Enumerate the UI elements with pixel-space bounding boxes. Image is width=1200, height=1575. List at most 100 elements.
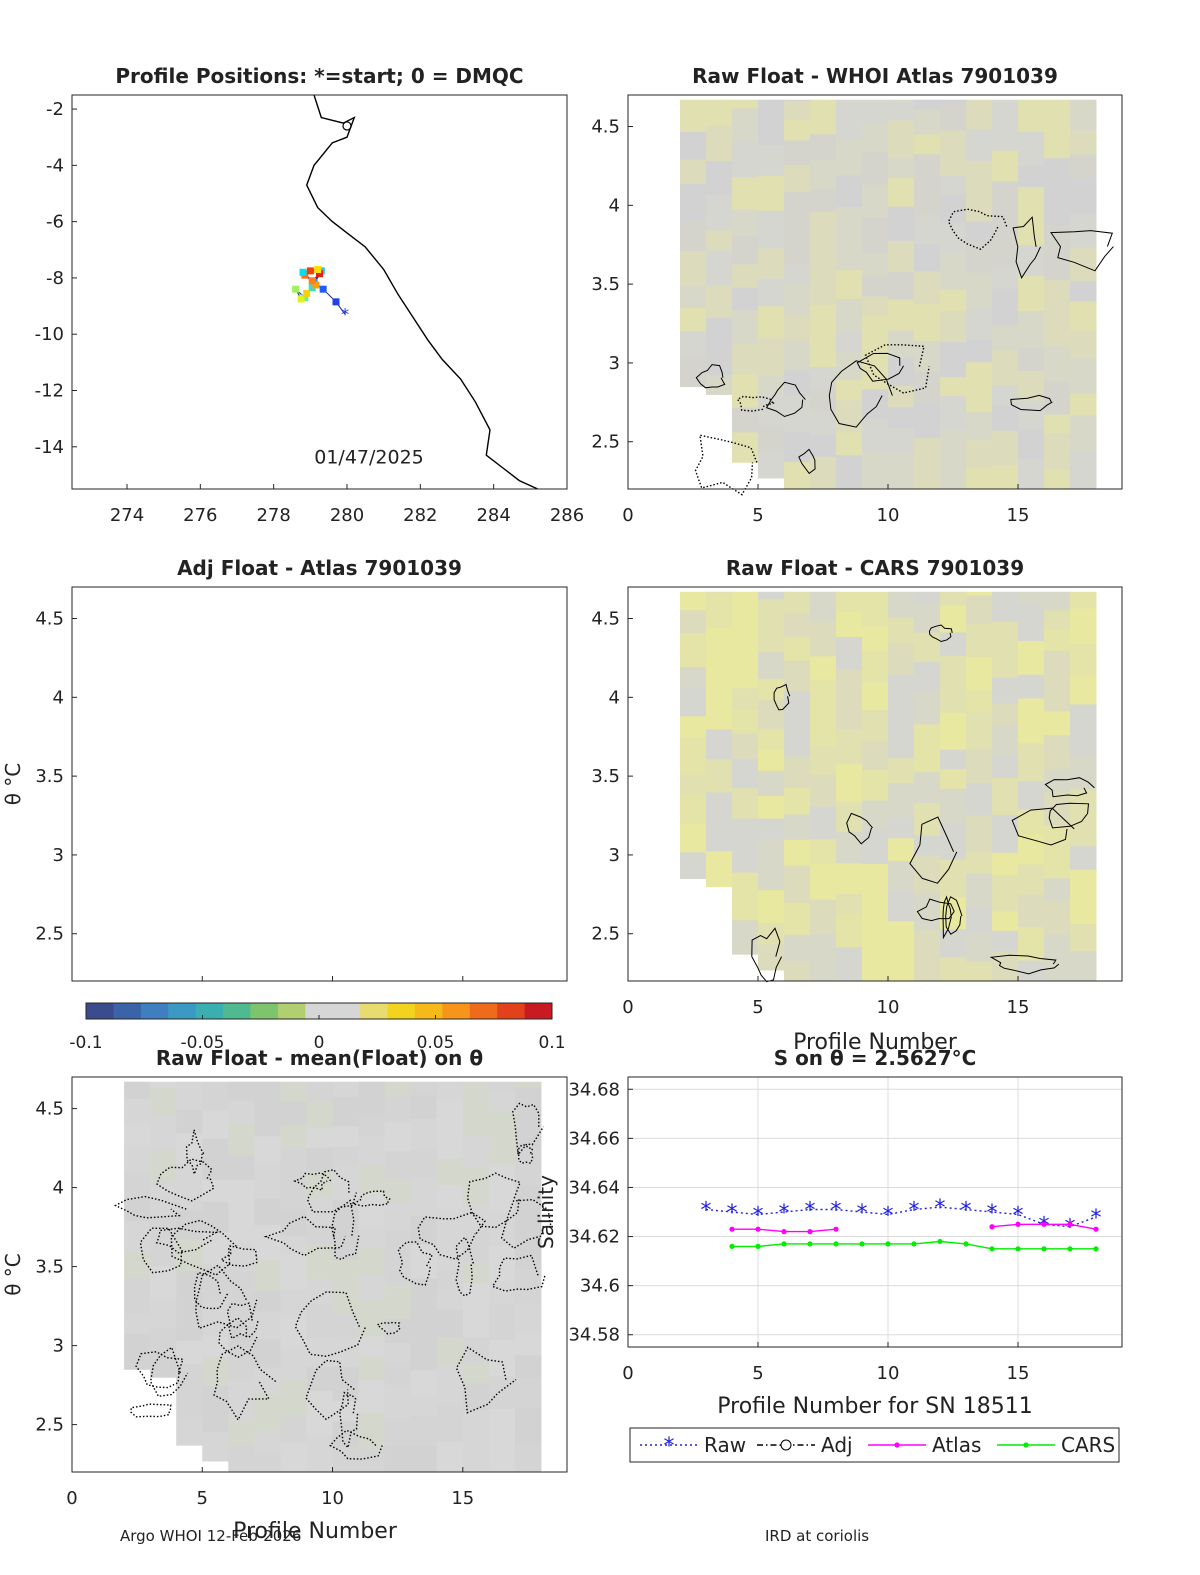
whoi-cell	[836, 116, 863, 140]
whoi-cell	[1018, 99, 1045, 132]
cars-cell	[706, 696, 733, 730]
cars-cell	[940, 859, 967, 898]
mean-cell	[228, 1154, 255, 1180]
mean-contour	[329, 1429, 383, 1460]
whoi-cell	[1070, 280, 1097, 302]
cars-cell	[914, 953, 941, 982]
mean-cell	[462, 1204, 490, 1231]
mean-contour	[185, 1129, 205, 1177]
cars-cell	[784, 612, 811, 638]
whoi-cell	[1044, 225, 1071, 261]
cars-cell	[784, 839, 811, 866]
whoi-cell	[680, 220, 707, 252]
cars-cell	[888, 591, 915, 618]
whoi-cell	[784, 226, 811, 264]
mean-xtick-label: 0	[66, 1488, 77, 1509]
whoi-cell	[862, 253, 889, 277]
mean-cell	[384, 1256, 412, 1285]
whoi-cell	[1070, 300, 1097, 331]
mean-cell	[436, 1289, 464, 1310]
mean-cell	[410, 1395, 438, 1417]
whoi-cell	[966, 220, 993, 242]
mean-cell	[514, 1215, 542, 1249]
cars-cell	[758, 625, 785, 653]
cars-xtick-label: 5	[752, 997, 763, 1018]
whoi-cell	[914, 99, 941, 110]
island	[342, 121, 352, 131]
mean-cell	[358, 1246, 386, 1276]
cars-contour	[942, 895, 952, 940]
cars-cell	[758, 818, 785, 840]
whoi-cell	[758, 277, 785, 307]
cars-cell	[888, 674, 915, 696]
mean-cell	[254, 1259, 281, 1291]
series-raw-point: *	[883, 1203, 894, 1228]
mean-cell	[332, 1420, 360, 1447]
cars-cell	[992, 874, 1019, 912]
positions-ytick-label: -8	[46, 268, 64, 289]
whoi-cell	[1070, 451, 1097, 490]
whoi-cell	[966, 361, 993, 392]
series-cars-point	[1041, 1246, 1047, 1252]
positions-ytick-label: -12	[35, 381, 64, 402]
whoi-cell	[992, 287, 1019, 326]
cars-cell	[862, 596, 889, 627]
whoi-cell	[1070, 213, 1097, 248]
cars-cell	[680, 774, 707, 795]
cars-cell	[888, 695, 915, 733]
series-cars-point	[963, 1241, 969, 1247]
cars-cell	[732, 919, 759, 955]
whoi-cell	[680, 355, 707, 388]
cars-cell	[1070, 591, 1097, 609]
cars-cell	[810, 591, 837, 621]
colorbar-tick-label: -0.1	[69, 1033, 102, 1053]
track-point	[299, 268, 307, 276]
mean-cell	[202, 1232, 229, 1264]
whoi-cell	[992, 385, 1019, 406]
track-point	[308, 277, 316, 285]
whoi-cell	[732, 287, 759, 311]
cars-cell	[1044, 877, 1071, 902]
cars-contour	[1044, 777, 1095, 798]
cars-cells	[680, 591, 1097, 982]
positions-xtick-label: 284	[476, 505, 510, 526]
whoi-ytick-label: 3	[609, 353, 620, 374]
legend-label-cars: CARS	[1061, 1433, 1115, 1457]
colorbar-swatch	[277, 1003, 306, 1019]
cars-cell	[810, 678, 837, 716]
whoi-cell	[862, 99, 889, 123]
mean-cell	[124, 1081, 151, 1100]
cars-cell	[706, 823, 733, 852]
sal-ylabel: Salinity	[534, 1175, 558, 1249]
mean-cell	[202, 1431, 229, 1462]
track-point	[312, 281, 320, 289]
mean-cell	[280, 1177, 307, 1209]
mean-cell	[436, 1228, 464, 1250]
cars-cell	[706, 626, 733, 664]
whoi-cell	[914, 340, 941, 372]
track-point	[319, 285, 327, 293]
mean-cell	[280, 1415, 307, 1443]
mean-cell	[514, 1407, 542, 1445]
cars-cell	[732, 591, 759, 594]
series-raw-point: *	[1013, 1203, 1024, 1228]
mean-cell	[228, 1081, 255, 1101]
positions-ytick-label: -6	[46, 212, 64, 233]
whoi-cell	[836, 399, 863, 433]
mean-cell	[306, 1197, 334, 1225]
mean-cell	[254, 1224, 281, 1261]
mean-cell	[514, 1081, 542, 1088]
cars-cell	[732, 593, 759, 623]
whoi-cell	[706, 317, 733, 349]
cars-xtick-label: 15	[1007, 997, 1030, 1018]
mean-cell	[436, 1403, 464, 1442]
whoi-cell	[992, 266, 1019, 289]
series-cars-point	[885, 1241, 891, 1247]
whoi-cell	[914, 243, 941, 272]
mean-cell	[462, 1439, 490, 1473]
cars-cell	[836, 591, 863, 612]
mean-cell	[176, 1395, 203, 1420]
cars-cell	[732, 708, 759, 734]
cars-ytick-label: 2.5	[591, 924, 620, 945]
mean-cell	[254, 1310, 281, 1340]
